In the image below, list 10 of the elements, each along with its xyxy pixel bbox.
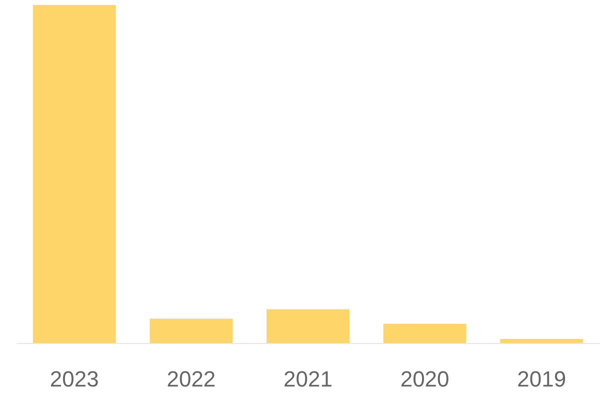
- bar: [266, 309, 350, 343]
- bar: [32, 5, 116, 343]
- x-tick-label: 2020: [400, 366, 450, 392]
- bar: [383, 324, 466, 343]
- x-tick-label: 2021: [284, 366, 332, 392]
- x-tick-label: 2023: [50, 366, 99, 392]
- bar: [150, 318, 233, 343]
- x-tick-label: 2022: [166, 366, 216, 392]
- bar: [500, 338, 584, 343]
- x-tick-label: 2019: [517, 366, 566, 392]
